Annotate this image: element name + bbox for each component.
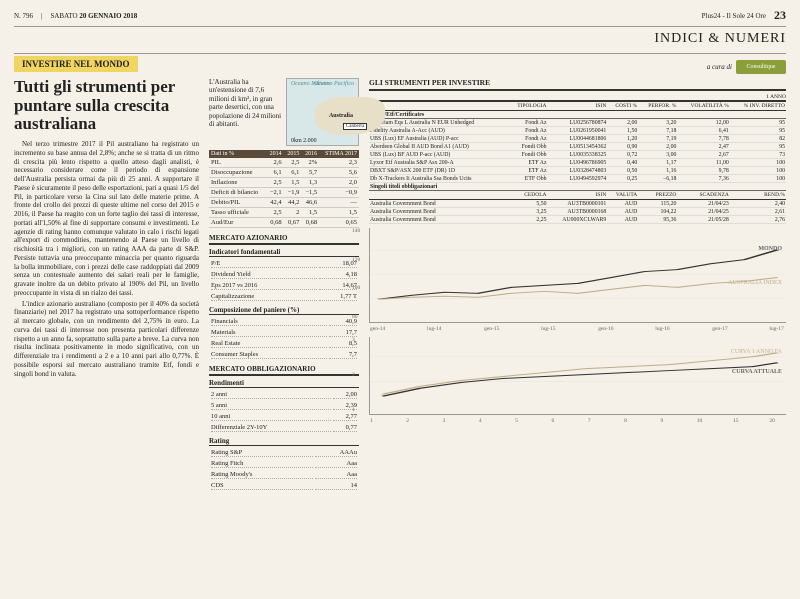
date: 20 GENNAIO 2018 [79,12,137,20]
paragraph-2: L'indice azionario australiano (composto… [14,300,199,379]
page-number: 23 [774,8,786,23]
bond-chart: CURVA 1 ANNO FA CURVA ATTUALE 3211234567… [369,337,786,415]
issue-number: N. 796 [14,12,33,20]
chart2-label1: CURVA 1 ANNO FA [731,349,782,355]
paragraph-1: Nel terzo trimestre 2017 il Pil australi… [14,140,199,298]
rendimenti-head: Rendimenti [209,379,359,388]
map-capital: Canberra [343,123,367,130]
strumenti-title: GLI STRUMENTI PER INVESTIRE [369,78,786,91]
chart1-label-mondo: MONDO [758,246,782,252]
strumenti-table: TIPOLOGIAISINCOSTI %PERFOR. %VOLATILITÀ … [369,101,786,224]
paniere-head: Composizione del paniere (%) [209,306,359,315]
article-title: Tutti gli strumenti per puntare sulla cr… [14,78,199,134]
acura-label: a cura di [707,63,732,71]
chart1-label-aus: AUSTRALIA INDEX [728,280,782,286]
map: Australia Canberra Oceano Indiano Oceano… [286,78,359,146]
paniere-table: Financials40,9Materials17,7Real Estate8,… [209,315,359,361]
weekday: SABATO [50,12,77,20]
map-country: Australia [329,113,353,119]
sponsor-logo: Consultique [736,60,786,74]
section-banner: INVESTIRE NEL MONDO [14,56,138,72]
equity-chart: MONDO AUSTRALIA INDEX 14012010080gen-14l… [369,228,786,323]
anno-super: 1 ANNO [369,94,786,101]
macro-table: Dati in %201420152016STIMA 2017 PIL2,62,… [209,150,359,228]
brand: Plus24 - Il Sole 24 Ore [702,12,766,20]
rating-head: Rating [209,437,359,446]
intro-text: L'Australia ha un'estensione di 7,6 mili… [209,78,282,146]
map-ocean2: Oceano Pacifico [314,81,354,87]
top-bar: N. 796|SABATO 20 GENNAIO 2018 Plus24 - I… [14,8,786,27]
indicatori-head: Indicatori fondamentali [209,248,359,257]
section-title: INDICI & NUMERI [654,31,786,47]
map-scale: 0km 2.000 [291,138,317,144]
obbl-head: MERCATO OBBLIGAZIONARIO [209,365,359,376]
chart2-label2: CURVA ATTUALE [732,369,782,375]
rating-table: Rating S&PAAAuRating FitchAaaRating Mood… [209,446,359,492]
indicatori-table: P/E18,07Dividend Yield4,18Eps 2017 vs 20… [209,257,359,303]
azionario-head: MERCATO AZIONARIO [209,234,359,245]
rendimenti-table: 2 anni2,005 anni2,3910 anni2,77Differenz… [209,388,359,434]
article-body: Nel terzo trimestre 2017 il Pil australi… [14,140,199,380]
